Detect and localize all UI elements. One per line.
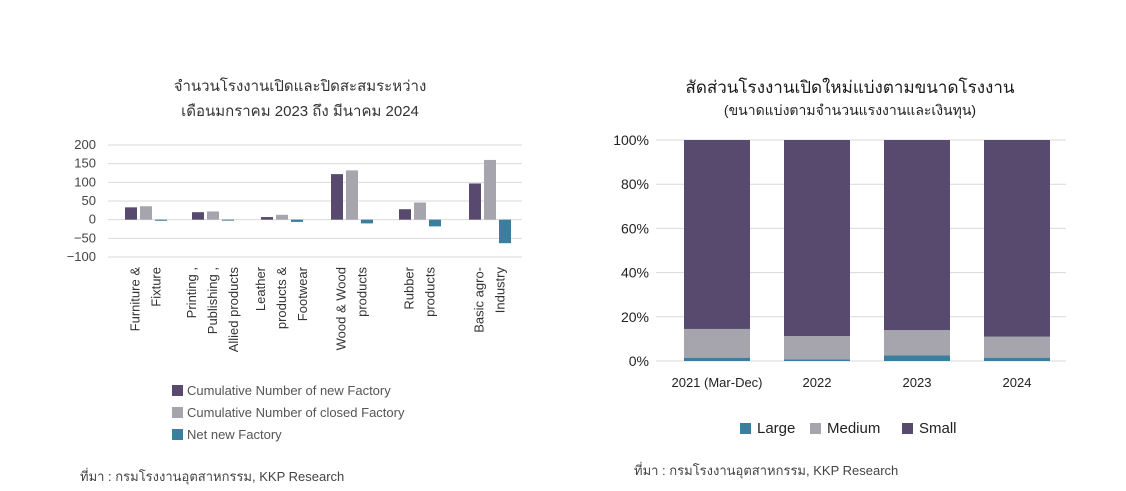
bar-segment-small (984, 140, 1050, 337)
bar-new (125, 207, 137, 220)
x-tick-label: Wood & Wood (334, 267, 349, 350)
bar-net (429, 219, 441, 227)
bar-segment-large (884, 355, 950, 361)
x-tick-label: Publishing , (205, 267, 220, 334)
legend-item-medium: Medium (810, 420, 880, 437)
left-chart-panel: จำนวนโรงงานเปิดและปิดสะสมระหว่าง เดือนมก… (0, 0, 560, 491)
y-tick-label: 100% (613, 132, 649, 148)
bar-segment-large (684, 357, 750, 361)
x-tick-label: Leather (253, 266, 268, 311)
bar-new (331, 174, 343, 220)
bar-new (469, 183, 481, 220)
left-chart-title-line1: จำนวนโรงงานเปิดและปิดสะสมระหว่าง (173, 78, 427, 95)
bar-net (222, 219, 234, 221)
bar-closed (207, 211, 219, 220)
bar-closed (414, 202, 426, 220)
y-tick-label: 100 (74, 174, 96, 189)
x-tick-label: products (423, 267, 438, 317)
legend-item-closed: Cumulative Number of closed Factory (172, 405, 404, 420)
x-tick-label: 2022 (803, 375, 832, 390)
bar-segment-large (784, 359, 850, 361)
x-tick-label: Industry (493, 267, 508, 314)
bar-net (155, 219, 167, 221)
bar-closed (276, 214, 288, 220)
legend-swatch-large (740, 423, 751, 434)
x-tick-label: Basic agro- (472, 267, 487, 333)
right-chart-panel: สัดส่วนโรงงานเปิดใหม่แบ่งตามขนาดโรงงาน (… (560, 0, 1126, 491)
right-chart-title: สัดส่วนโรงงานเปิดใหม่แบ่งตามขนาดโรงงาน (685, 78, 1015, 97)
x-tick-label: 2024 (1003, 375, 1032, 390)
bar-segment-medium (684, 328, 750, 358)
legend-item-large: Large (740, 420, 795, 437)
legend-label-closed: Cumulative Number of closed Factory (187, 405, 405, 420)
right-stacked-bar-chart: 0% 20% 40% 60% 80% 100% 2021 (Mar-Dec) 2022 2023… (613, 132, 1066, 390)
x-tick-label: Allied products (226, 267, 241, 353)
legend-label-new: Cumulative Number of new Factory (187, 383, 391, 398)
right-source-note: ที่มา : กรมโรงงานอุตสาหกรรม, KKP Researc… (634, 463, 899, 478)
legend-label-large: Large (757, 420, 796, 437)
legend-label-medium: Medium (827, 420, 881, 437)
y-tick-label: −100 (67, 249, 96, 264)
y-tick-label: 80% (621, 176, 649, 192)
x-tick-label: Printing , (184, 267, 199, 318)
y-tick-label: 200 (74, 137, 96, 152)
x-tick-label: Fixture (149, 267, 164, 307)
bar-segment-small (684, 140, 750, 329)
right-chart-subtitle: (ขนาดแบ่งตามจำนวนแรงงานและเงินทุน) (723, 102, 977, 118)
y-tick-label: 50 (82, 193, 96, 208)
y-tick-label: 60% (621, 220, 649, 236)
y-tick-label: 40% (621, 265, 649, 281)
y-tick-label: 0 (89, 212, 96, 227)
y-tick-label: −50 (74, 230, 96, 245)
legend-swatch-small (902, 423, 913, 434)
bar-new (192, 212, 204, 220)
bar-segment-large (984, 357, 1050, 361)
x-tick-label: Rubber (402, 266, 417, 309)
left-bar-chart: 200 150 100 50 0 −50 −100 Furniture & Fixture Pri… (67, 137, 522, 353)
bar-segment-medium (884, 330, 950, 356)
legend-item-new: Cumulative Number of new Factory (172, 383, 391, 398)
legend-swatch-medium (810, 423, 821, 434)
bar-closed (484, 159, 496, 220)
legend-item-small: Small (902, 420, 957, 437)
x-tick-label: 2023 (903, 375, 932, 390)
y-tick-label: 150 (74, 156, 96, 171)
y-tick-label: 0% (629, 353, 649, 369)
x-tick-label: Furniture & (128, 267, 143, 332)
bar-net (361, 219, 373, 224)
left-source-note: ที่มา : กรมโรงงานอุตสาหกรรม, KKP Researc… (80, 469, 345, 484)
x-tick-label: products & (274, 267, 289, 329)
bar-new (399, 209, 411, 220)
legend-label-net: Net new Factory (187, 427, 282, 442)
bar-segment-medium (984, 336, 1050, 358)
legend-swatch-new (172, 385, 183, 396)
legend-label-small: Small (919, 420, 957, 437)
legend-swatch-net (172, 429, 183, 440)
x-tick-label: products (355, 267, 370, 317)
legend-item-net: Net new Factory (172, 427, 282, 442)
bar-segment-small (884, 140, 950, 331)
x-tick-label: 2021 (Mar-Dec) (671, 375, 762, 390)
x-tick-label: Footwear (295, 266, 310, 321)
bar-closed (346, 170, 358, 220)
bar-closed (140, 206, 152, 220)
bar-net (499, 219, 511, 244)
bar-segment-small (784, 140, 850, 337)
bar-net (291, 219, 303, 222)
legend-swatch-closed (172, 407, 183, 418)
bar-new (261, 217, 273, 220)
left-chart-title-line2: เดือนมกราคม 2023 ถึง มีนาคม 2024 (181, 103, 419, 120)
y-tick-label: 20% (621, 309, 649, 325)
bar-segment-medium (784, 336, 850, 360)
